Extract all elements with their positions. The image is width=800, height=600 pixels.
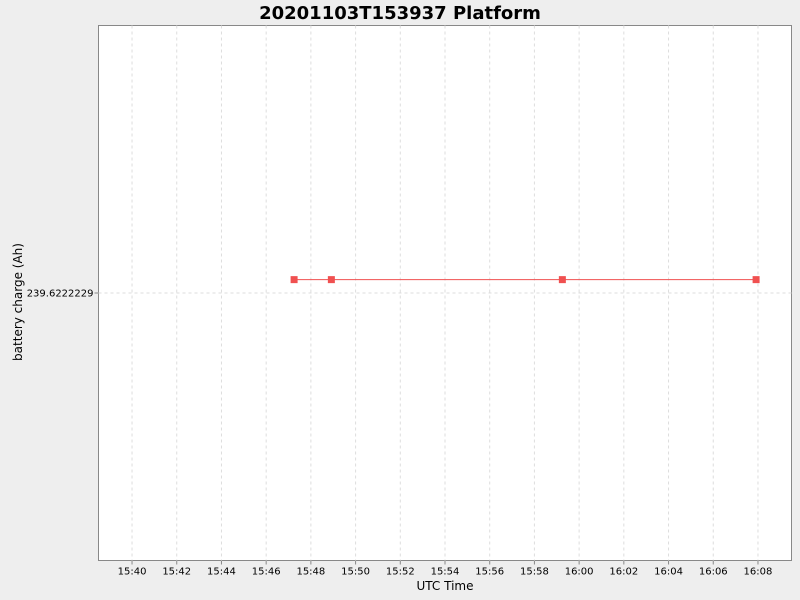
x-tick-label: 16:00 <box>565 567 594 578</box>
x-tick-label: 16:08 <box>744 567 773 578</box>
y-tick-label: 239.6222229 <box>27 289 94 300</box>
y-axis-ticks: 239.6222229 <box>27 289 99 300</box>
x-tick-label: 15:46 <box>252 567 281 578</box>
x-tick-label: 15:44 <box>207 567 236 578</box>
y-axis-label: battery charge (Ah) <box>11 243 25 361</box>
data-point <box>752 276 760 284</box>
x-tick-label: 15:56 <box>475 567 504 578</box>
x-gridlines <box>131 25 759 561</box>
x-tick-label: 15:50 <box>341 567 370 578</box>
x-tick-label: 15:42 <box>162 567 191 578</box>
x-tick-label: 15:58 <box>520 567 549 578</box>
data-point <box>558 276 566 284</box>
x-tick-label: 15:54 <box>431 567 460 578</box>
x-tick-label: 15:48 <box>296 567 325 578</box>
data-point <box>327 276 335 284</box>
series-layer <box>290 276 760 284</box>
x-tick-label: 15:52 <box>386 567 415 578</box>
x-axis-ticks: 15:40 15:42 15:44 15:46 15:48 15:50 15:52 15:54… <box>118 560 773 578</box>
data-point <box>290 276 298 284</box>
x-tick-label: 16:04 <box>654 567 683 578</box>
x-tick-label: 15:40 <box>118 567 147 578</box>
x-axis-label: UTC Time <box>417 579 474 593</box>
chart-title: 20201103T153937 Platform <box>259 3 541 24</box>
x-tick-label: 16:06 <box>699 567 728 578</box>
x-tick-label: 16:02 <box>609 567 638 578</box>
